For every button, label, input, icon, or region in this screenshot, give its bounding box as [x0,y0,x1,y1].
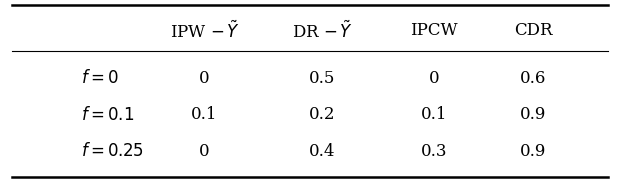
Text: 0.9: 0.9 [520,106,546,123]
Text: 0.9: 0.9 [520,143,546,160]
Text: 0.5: 0.5 [309,70,335,87]
Text: 0.1: 0.1 [421,106,447,123]
Text: 0: 0 [199,70,210,87]
Text: CDR: CDR [514,22,552,39]
Text: IPW $-\,\tilde{Y}$: IPW $-\,\tilde{Y}$ [170,20,239,42]
Text: IPCW: IPCW [410,22,458,39]
Text: 0.6: 0.6 [520,70,546,87]
Text: DR $-\,\tilde{Y}$: DR $-\,\tilde{Y}$ [292,20,353,42]
Text: $f = 0.25$: $f = 0.25$ [81,142,143,160]
Text: $f = 0.1$: $f = 0.1$ [81,106,134,124]
Text: 0: 0 [428,70,440,87]
Text: 0.3: 0.3 [421,143,447,160]
Text: 0.4: 0.4 [309,143,335,160]
Text: 0.1: 0.1 [192,106,218,123]
Text: $f = 0$: $f = 0$ [81,69,118,87]
Text: 0.2: 0.2 [309,106,335,123]
Text: 0: 0 [199,143,210,160]
